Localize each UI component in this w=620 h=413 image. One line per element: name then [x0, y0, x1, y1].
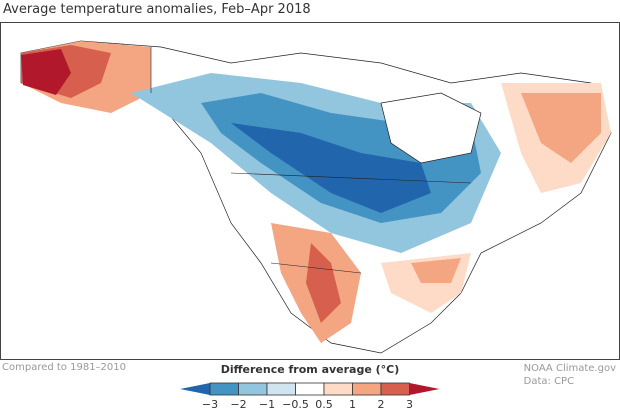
legend-tick-label: 1	[349, 398, 356, 411]
legend-swatch	[266, 382, 296, 396]
credit-data: Data: CPC	[523, 376, 575, 387]
legend-swatch	[209, 382, 239, 396]
legend-tick-label: −2	[230, 398, 247, 411]
credit-source: NOAA Climate.gov	[523, 363, 616, 374]
legend-title-text: Difference from average (°C)	[220, 363, 400, 376]
warm-anomaly-south	[271, 83, 611, 343]
warm-anomaly-alaska	[21, 41, 151, 113]
legend-swatch	[380, 382, 410, 396]
legend-arrow-low	[180, 383, 210, 395]
legend-tick-label: 2	[377, 398, 385, 411]
legend-swatch	[295, 382, 325, 396]
legend-tick-label: −3	[201, 398, 219, 411]
legend-tick-label: −0.5	[282, 398, 309, 411]
legend-tick-label: 0.5	[315, 398, 333, 411]
legend-arrow-high	[409, 383, 440, 395]
baseline-note: Compared to 1981–2010	[2, 362, 127, 373]
legend-tick-label: −1	[258, 398, 276, 411]
color-legend	[180, 382, 440, 396]
legend-swatch	[352, 382, 382, 396]
borders	[150, 47, 472, 274]
legend-swatch	[323, 382, 353, 396]
legend-tick-label: 3	[406, 398, 413, 411]
anomaly-map	[0, 22, 620, 360]
hudson-bay	[380, 92, 482, 164]
legend-title: Difference from average (°C)	[0, 363, 620, 376]
credit: NOAA Climate.gov Data: CPC	[524, 362, 616, 388]
map-title: Average temperature anomalies, Feb–Apr 2…	[3, 2, 311, 17]
legend-swatch	[238, 382, 268, 396]
